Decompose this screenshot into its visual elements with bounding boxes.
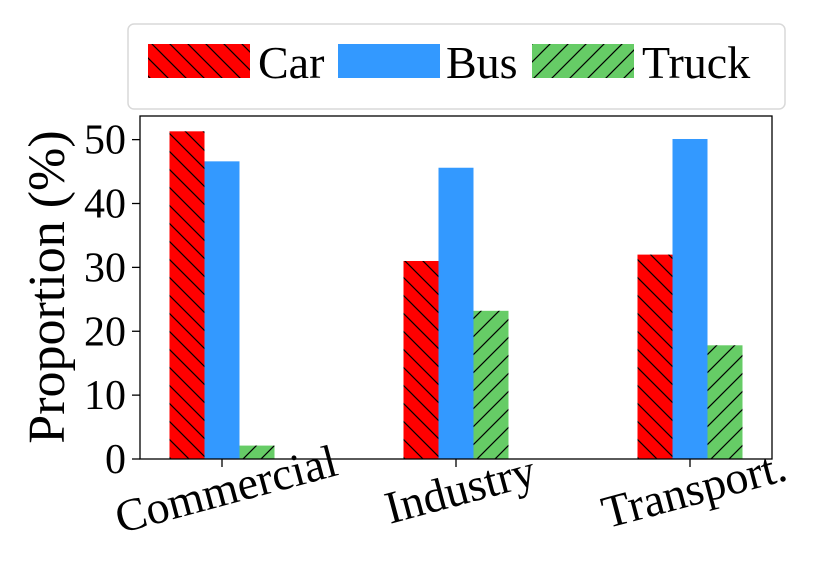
legend: Car Bus Truck (127, 23, 786, 110)
y-tick-label: 40 (84, 182, 126, 228)
legend-label-car: Car (258, 37, 324, 88)
bar-bus-commercial (204, 161, 240, 459)
legend-swatch-bus (338, 44, 440, 78)
bar-hatch-truck-commercial (239, 445, 275, 459)
bar-hatch-truck-transport (707, 345, 743, 459)
y-tick-label: 0 (105, 437, 126, 483)
y-axis-label: Proportion (%) (19, 130, 76, 443)
y-tick-label: 20 (84, 309, 126, 355)
y-tick-label: 30 (84, 245, 126, 291)
bar-bus-transport (672, 138, 708, 459)
legend-label-truck: Truck (642, 37, 750, 88)
bar-hatch-car-industry (403, 260, 439, 459)
legend-swatch-hatch-truck (532, 44, 634, 78)
bar-hatch-truck-industry (473, 310, 509, 459)
legend-label-bus: Bus (446, 37, 518, 88)
legend-swatch-hatch-car (148, 44, 250, 78)
y-tick-label: 10 (84, 373, 126, 419)
y-tick-label: 50 (84, 118, 126, 164)
bar-bus-industry (438, 167, 474, 459)
bar-hatch-car-commercial (169, 131, 205, 460)
bar-hatch-car-transport (637, 254, 673, 459)
